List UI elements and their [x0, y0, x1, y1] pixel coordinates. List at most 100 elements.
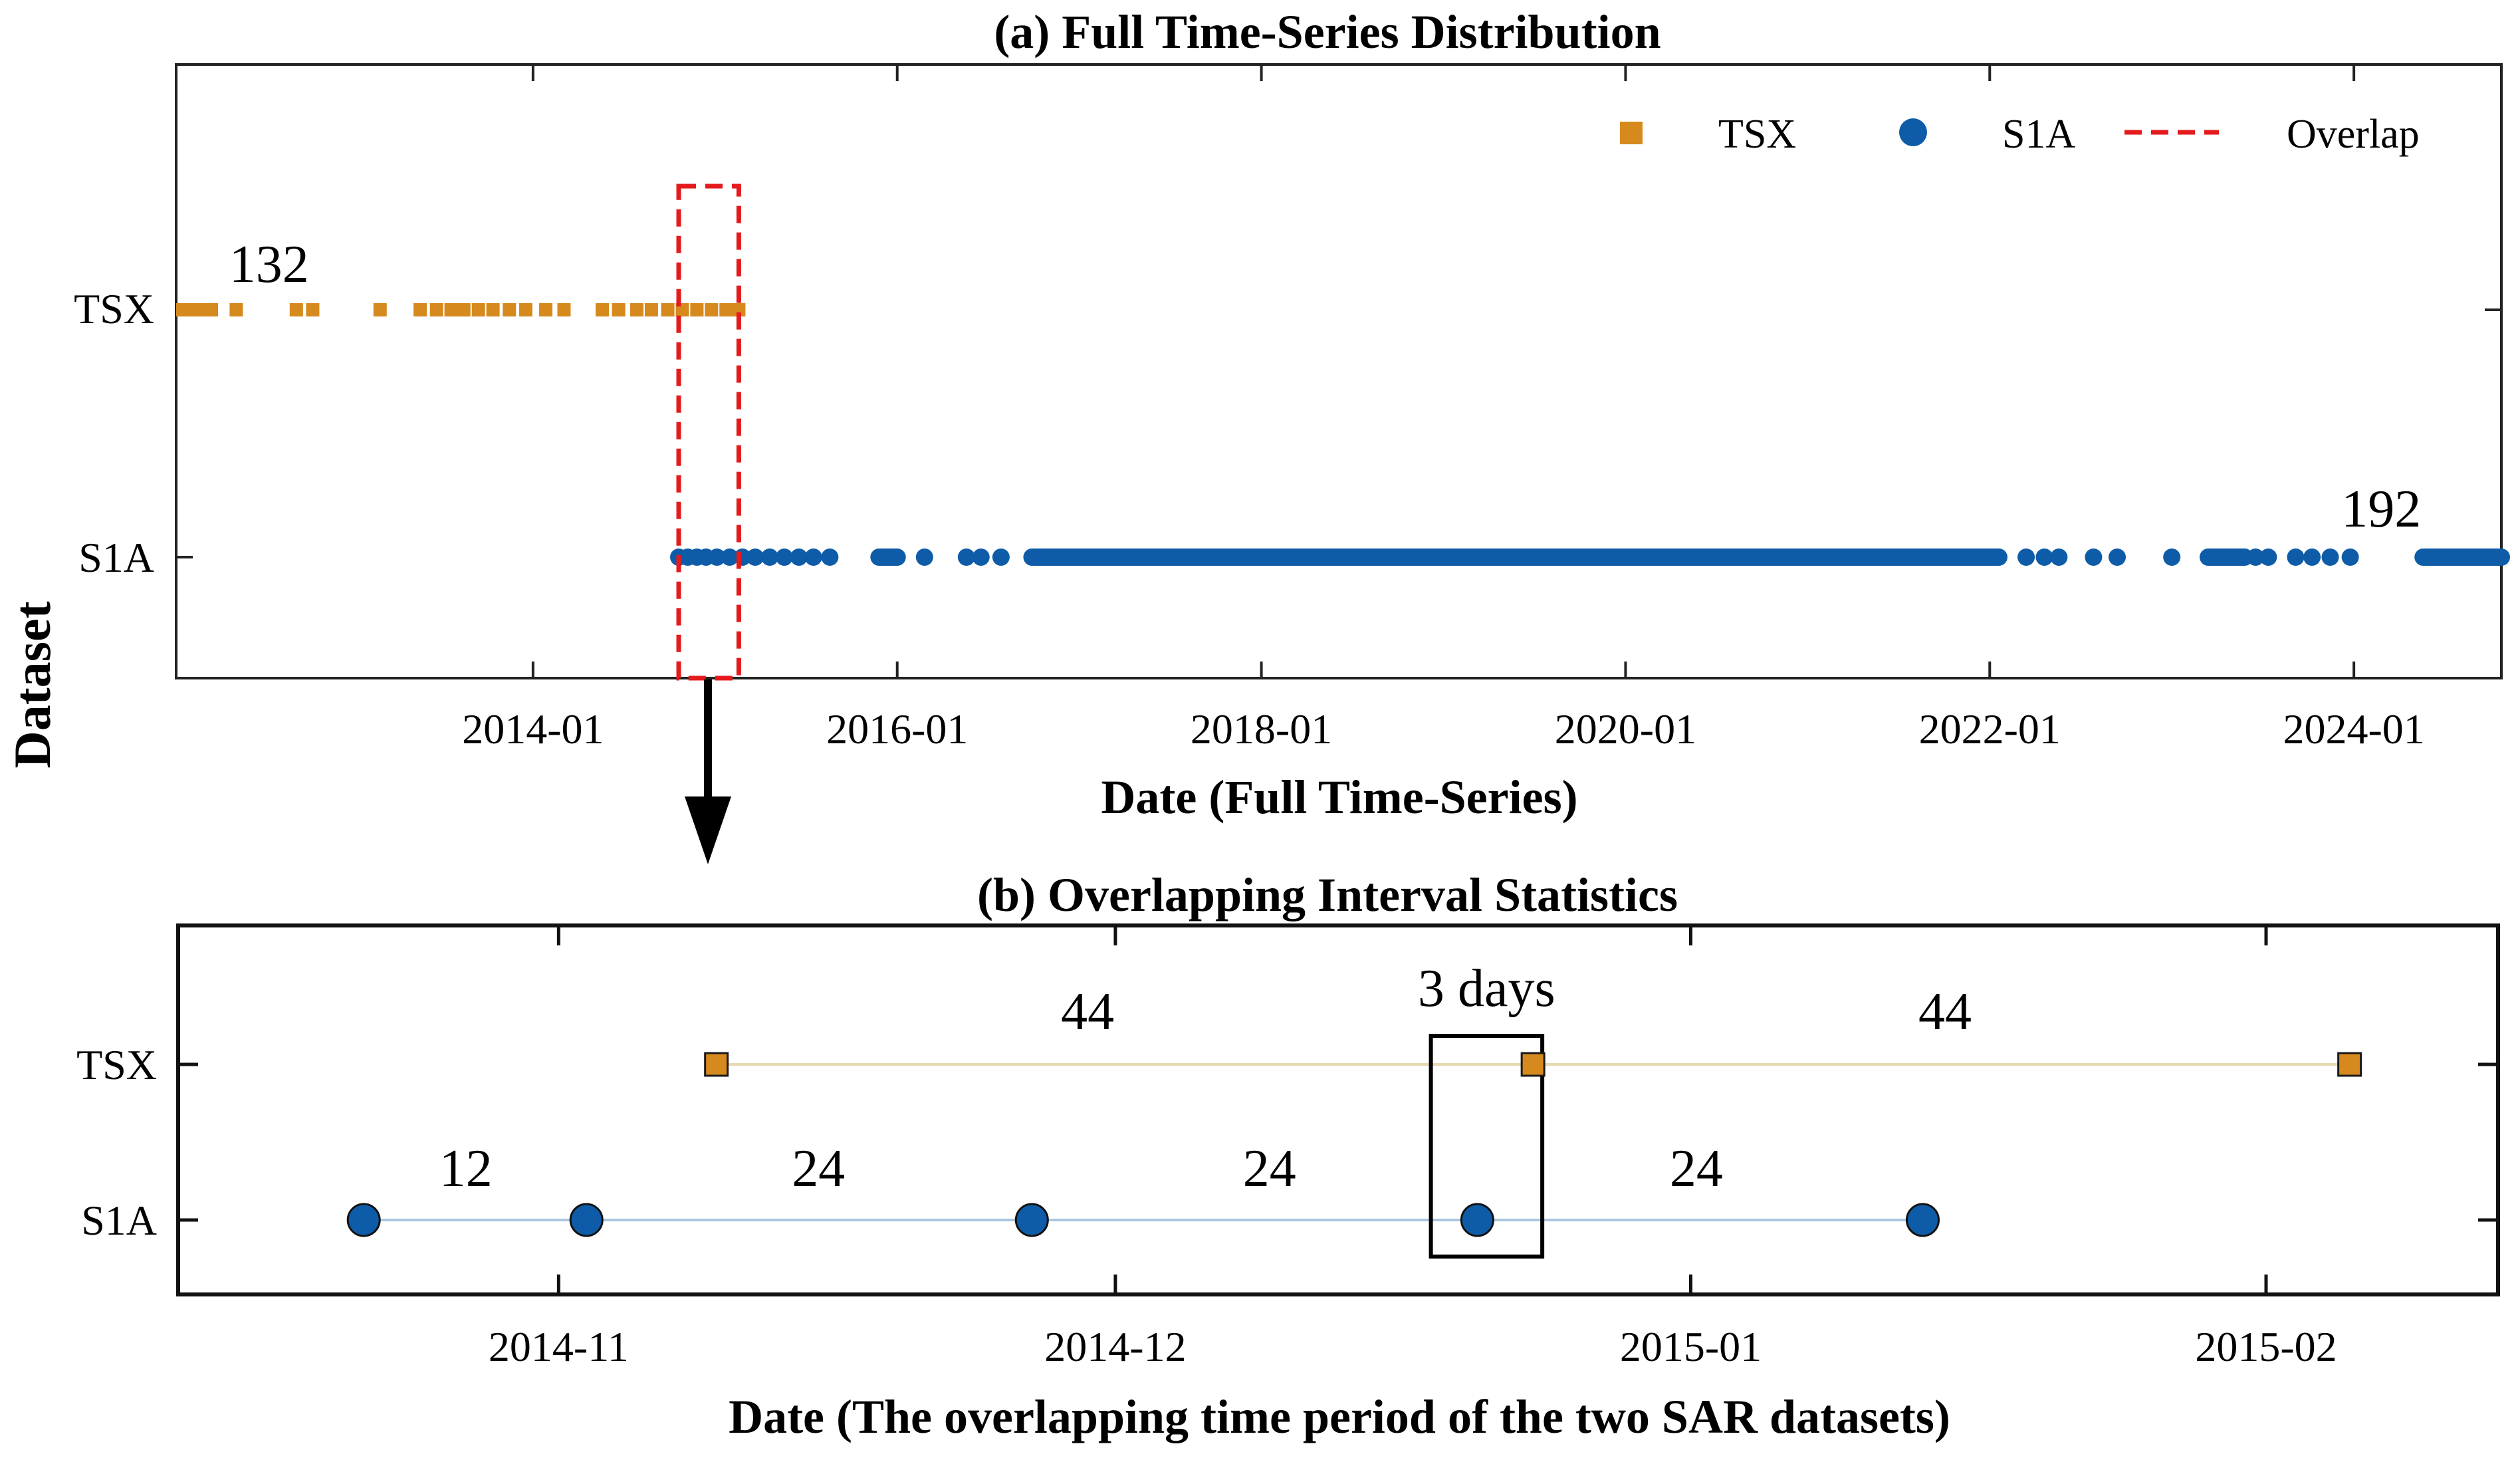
s1a-acquisition-point [972, 548, 990, 566]
s1a-acquisition-point [2287, 548, 2305, 566]
tsx-acquisition-point [457, 303, 471, 316]
panel-a-series-tsx [176, 303, 746, 316]
tsx-acquisition-point [612, 303, 626, 316]
s1a-acquisition-point [790, 548, 808, 566]
legend-tsx-marker [1620, 122, 1643, 144]
panel-a-full-time-series: (a) Full Time-Series Distribution TSX S1… [3, 5, 2510, 824]
panel-b-ytick-s1a: S1A [81, 1197, 157, 1244]
panel-a-title: (a) Full Time-Series Distribution [994, 5, 1661, 59]
tsx-acquisition-point [661, 303, 675, 316]
tsx-acquisition-point [429, 303, 443, 316]
s1a-acquisition-point [721, 548, 739, 566]
tsx-acquisition-point [719, 303, 733, 316]
panel-a-xtick-label: 2016-01 [826, 705, 968, 753]
s1a-overlap-point [346, 1203, 381, 1237]
tsx-acquisition-point [557, 303, 571, 316]
panel-a-xticks: 2014-01 2016-01 2018-01 2020-01 2022-01 2024-… [462, 64, 2425, 753]
tsx-acquisition-point [644, 303, 658, 316]
tsx-acquisition-point [486, 303, 500, 316]
s1a-acquisition-point [2163, 548, 2181, 566]
tsx-acquisition-point [503, 303, 516, 316]
s1a-acquisition-point [2085, 548, 2103, 566]
s1a-acquisition-point [804, 548, 822, 566]
tsx-acquisition-point [373, 303, 387, 316]
s1a-acquisition-point [992, 548, 1010, 566]
panel-a-ytick-tsx: TSX [74, 285, 154, 332]
tsx-acquisition-point [732, 303, 746, 316]
tsx-acquisition-point [675, 303, 689, 316]
s1a-acquisition-point [957, 548, 975, 566]
s1a-acquisition-point [760, 548, 778, 566]
s1a-overlap-point [1460, 1203, 1494, 1237]
s1a-overlap-point [1905, 1203, 1940, 1237]
zoom-arrow-head [685, 796, 731, 864]
panel-a-annotation-tsx-count: 132 [229, 235, 309, 294]
panel-b-series-tsx [704, 1052, 2362, 1077]
panel-b-axes-frame [176, 923, 2500, 1296]
panel-a-xtick-label: 2018-01 [1191, 705, 1332, 753]
panel-b-xtick-label: 2015-01 [1620, 1323, 1762, 1370]
s1a-interval-label: 24 [1670, 1140, 1723, 1198]
panel-b-xticks: 2014-11 2014-12 2015-01 2015-02 [489, 925, 2337, 1370]
legend-tsx-label: TSX [1718, 112, 1796, 157]
tsx-overlap-point [1520, 1052, 1546, 1077]
tsx-acquisition-point [539, 303, 553, 316]
panel-b-title: (b) Overlapping Interval Statistics [977, 868, 1678, 921]
s1a-acquisition-point [915, 548, 933, 566]
tsx-acquisition-point [690, 303, 704, 316]
legend-overlap-label: Overlap [2287, 112, 2420, 157]
panel-a-xtick-label: 2020-01 [1555, 705, 1696, 753]
panel-b-highlight-label: 3 days [1418, 959, 1555, 1018]
s1a-acquisition-point [2050, 548, 2068, 566]
tsx-overlap-point [704, 1052, 729, 1077]
tsx-acquisition-point [444, 303, 458, 316]
panel-a-ytick-s1a: S1A [78, 534, 154, 581]
s1a-overlap-point [569, 1203, 604, 1237]
s1a-acquisition-point [746, 548, 764, 566]
panel-b-highlight-box [1429, 1034, 1545, 1259]
tsx-acquisition-point [595, 303, 609, 316]
tsx-acquisition-point [518, 303, 532, 316]
panel-b-xtick-label: 2014-12 [1044, 1323, 1186, 1370]
panel-a-overlap-box [676, 183, 741, 681]
panel-a-ylabel: Dataset [3, 601, 61, 768]
s1a-acquisition-point [2321, 548, 2339, 566]
panel-a-xlabel: Date (Full Time-Series) [1101, 771, 1577, 824]
s1a-acquisition-point [2247, 548, 2265, 566]
panel-b-overlapping-interval: (b) Overlapping Interval Statistics TSX … [76, 868, 2500, 1443]
tsx-acquisition-point [306, 303, 320, 316]
legend-s1a-marker [1899, 118, 1927, 146]
tsx-interval-label: 44 [1061, 983, 1114, 1041]
s1a-acquisition-point [821, 548, 839, 566]
tsx-acquisition-point [705, 303, 719, 316]
panel-b-xtick-label: 2014-11 [489, 1323, 629, 1370]
s1a-interval-label: 24 [1243, 1140, 1296, 1198]
panel-a-xtick-label: 2024-01 [2283, 705, 2424, 753]
legend-s1a-label: S1A [2002, 112, 2075, 157]
panel-a-xtick-label: 2014-01 [462, 705, 604, 753]
tsx-interval-label: 44 [1918, 983, 1972, 1041]
panel-a-legend: TSX S1A Overlap [1620, 112, 2420, 157]
s1a-acquisition-point [2341, 548, 2359, 566]
panel-a-xtick-label: 2022-01 [1919, 705, 2061, 753]
panel-b-series-s1a [346, 1203, 1940, 1237]
tsx-overlap-point [2337, 1052, 2362, 1077]
panel-b-interval-labels: 44 44 12 24 24 24 [439, 983, 1972, 1198]
panel-b-xlabel: Date (The overlapping time period of the… [729, 1390, 1950, 1443]
s1a-acquisition-point [2017, 548, 2035, 566]
panel-b-ytick-tsx: TSX [76, 1041, 157, 1088]
zoom-arrow [685, 679, 731, 864]
s1a-interval-label: 24 [792, 1140, 845, 1198]
s1a-acquisition-point [2109, 548, 2126, 566]
panel-b-xtick-label: 2015-02 [2195, 1323, 2337, 1370]
s1a-acquisition-point [2035, 548, 2053, 566]
panel-a-series-s1a [670, 548, 2510, 566]
s1a-acquisition-point [2303, 548, 2321, 566]
s1a-interval-label: 12 [439, 1140, 493, 1198]
tsx-acquisition-point [630, 303, 644, 316]
s1a-acquisition-point [708, 548, 726, 566]
tsx-acquisition-point [229, 303, 243, 316]
s1a-overlap-point [1014, 1203, 1049, 1237]
s1a-acquisition-point [2259, 548, 2277, 566]
